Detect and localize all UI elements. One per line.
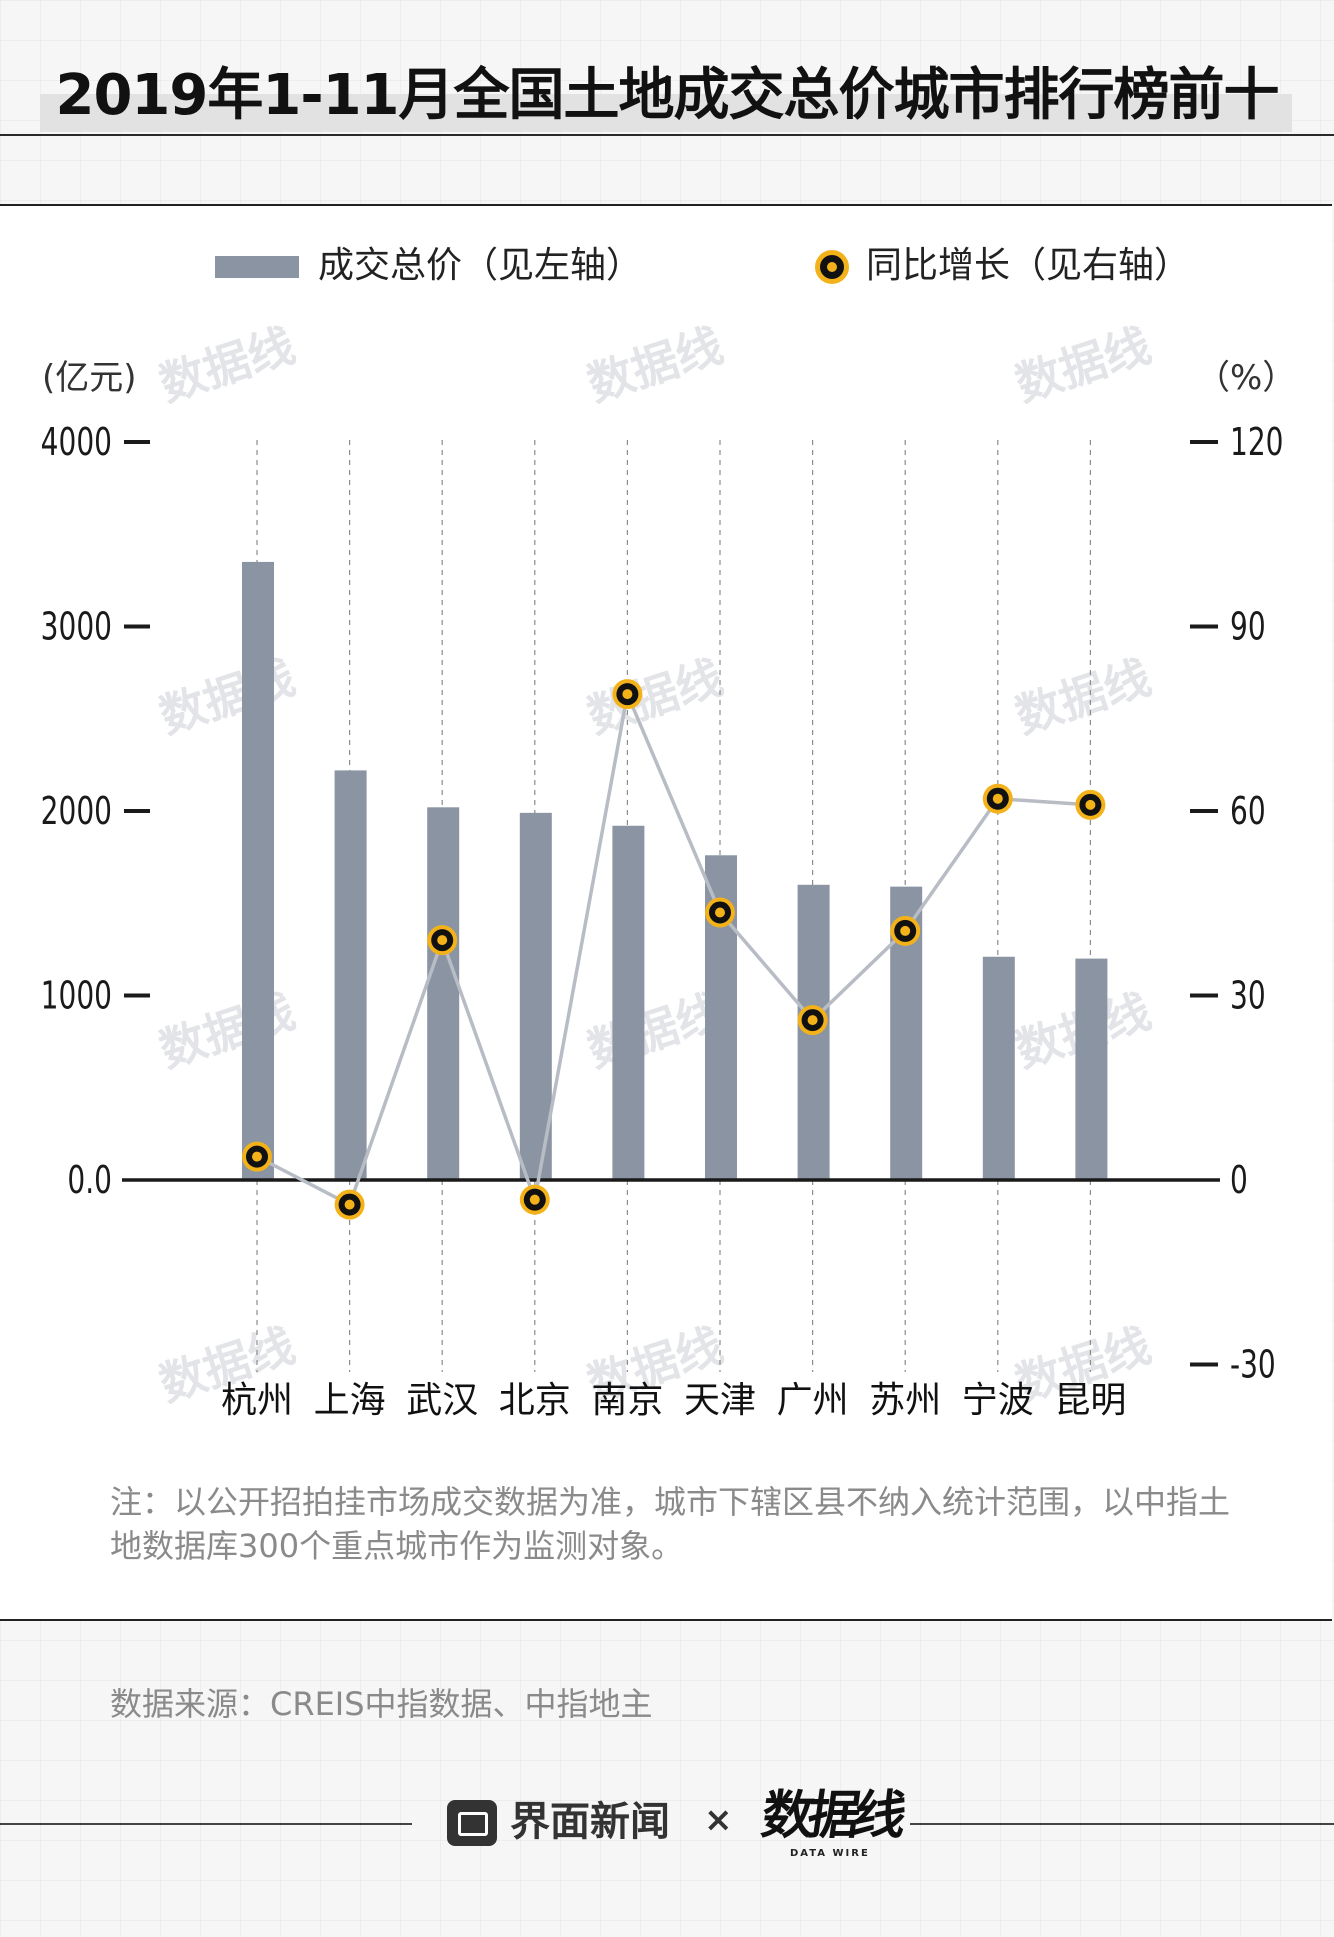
brand-name: 界面新闻	[510, 1799, 670, 1845]
bar-1	[334, 770, 367, 1180]
growth-marker-0	[252, 1151, 262, 1162]
top-rule	[0, 134, 1334, 136]
left-tick-label-0: 4000	[41, 421, 112, 465]
right-tick-label-5: -30	[1230, 1344, 1276, 1388]
footer-rule-right	[910, 1823, 1334, 1825]
left-axis-unit: (亿元)	[42, 358, 137, 398]
bar-2	[427, 807, 460, 1180]
watermark-1-2: 数据线	[1009, 650, 1157, 744]
category-label-8: 宁波	[962, 1380, 1034, 1421]
growth-marker-9	[1085, 799, 1096, 810]
right-tick-label-0: 120	[1230, 421, 1283, 465]
growth-line	[256, 692, 1091, 1207]
growth-marker-2	[437, 935, 448, 946]
category-label-7: 苏州	[869, 1380, 941, 1421]
legend-line-marker	[815, 250, 849, 284]
category-label-2: 武汉	[406, 1380, 478, 1421]
category-label-9: 昆明	[1054, 1380, 1126, 1421]
left-tick-label-1: 3000	[41, 606, 112, 650]
watermark-1-0: 数据线	[153, 650, 301, 744]
watermark-1-1: 数据线	[581, 650, 729, 744]
jiemian-logo-icon	[447, 1800, 497, 1846]
right-tick-label-2: 60	[1230, 790, 1266, 834]
collab-times: ×	[704, 1800, 733, 1840]
growth-marker-8	[992, 793, 1003, 804]
category-label-4: 南京	[591, 1380, 663, 1421]
category-label-1: 上海	[314, 1380, 386, 1421]
category-label-5: 天津	[684, 1380, 756, 1421]
datawire-logo-sub: DATA WIRE	[790, 1848, 870, 1859]
data-source: 数据来源：CREIS中指数据、中指地主	[110, 1685, 653, 1723]
growth-marker-5	[715, 907, 725, 918]
category-label-3: 北京	[499, 1380, 571, 1421]
right-tick-label-4: 0	[1230, 1159, 1248, 1203]
right-tick-label-1: 90	[1230, 606, 1266, 650]
footer-rule-left	[0, 1823, 412, 1825]
right-tick-label-3: 30	[1230, 975, 1266, 1019]
category-label-6: 广州	[777, 1380, 849, 1421]
right-axis-unit: （%）	[1196, 358, 1297, 398]
bar-3	[519, 812, 552, 1180]
bar-0	[242, 561, 274, 1180]
title-band	[40, 94, 1292, 132]
bar-8	[982, 956, 1015, 1180]
chart-note: 注：以公开招拍挂市场成交数据为准，城市下辖区县不纳入统计范围，以中指土地数据库3…	[110, 1483, 1231, 1565]
legend-bar-swatch	[215, 256, 299, 278]
chart-panel	[0, 204, 1332, 1621]
datawire-logo: 数据线	[757, 1786, 905, 1846]
watermark-0-1: 数据线	[581, 318, 729, 412]
bar-9	[1075, 958, 1108, 1180]
watermark-0-0: 数据线	[153, 318, 301, 412]
chart-title: 2019年1-11月全国土地成交总价城市排行榜前十	[55, 63, 1280, 128]
legend-bar-label: 成交总价（见左轴）	[318, 245, 643, 286]
left-tick-label-2: 2000	[41, 790, 112, 834]
growth-marker-4	[622, 689, 633, 700]
growth-marker-7	[900, 925, 911, 936]
watermark-0-2: 数据线	[1009, 318, 1157, 412]
legend-line-label: 同比增长（见右轴）	[866, 245, 1191, 286]
left-tick-label-3: 1000	[41, 975, 112, 1019]
growth-marker-1	[344, 1199, 355, 1210]
watermark-2-0: 数据线	[153, 984, 301, 1078]
left-tick-label-4: 0.0	[67, 1159, 112, 1203]
bar-4	[612, 825, 645, 1180]
category-label-0: 杭州	[221, 1380, 293, 1421]
growth-marker-3	[529, 1194, 540, 1205]
growth-marker-6	[807, 1015, 818, 1026]
